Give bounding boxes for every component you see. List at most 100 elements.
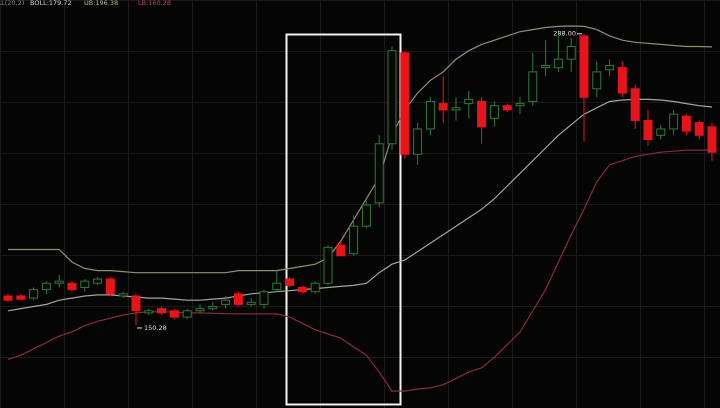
candle-body bbox=[41, 282, 51, 291]
candle-body bbox=[374, 143, 384, 204]
candle-body bbox=[643, 119, 653, 141]
candle bbox=[515, 97, 525, 115]
candle bbox=[489, 101, 499, 127]
candle bbox=[400, 50, 410, 159]
candle bbox=[438, 76, 448, 123]
candle bbox=[105, 276, 115, 296]
candle bbox=[707, 122, 717, 161]
candle bbox=[3, 293, 13, 303]
candle-body bbox=[694, 122, 704, 136]
candle bbox=[361, 200, 371, 229]
candle bbox=[310, 281, 320, 294]
candle bbox=[630, 84, 640, 129]
candle-body bbox=[592, 71, 602, 90]
candle-body bbox=[553, 58, 563, 69]
highlight-box bbox=[285, 33, 402, 406]
candle bbox=[272, 270, 282, 292]
candle-body bbox=[16, 295, 26, 300]
legend-entry: UB:196.38 bbox=[84, 0, 118, 7]
candle-body bbox=[54, 280, 64, 284]
candle-body bbox=[528, 71, 538, 102]
candle-body bbox=[464, 98, 474, 105]
candle-body bbox=[285, 278, 295, 286]
candle bbox=[221, 295, 231, 309]
candle-body bbox=[195, 308, 205, 312]
candle bbox=[592, 61, 602, 98]
candle bbox=[208, 302, 218, 311]
candle bbox=[617, 61, 627, 98]
candle bbox=[195, 304, 205, 313]
candle-body bbox=[349, 225, 359, 255]
candle bbox=[528, 52, 538, 106]
candle-body bbox=[566, 46, 576, 60]
candle-body bbox=[605, 65, 615, 71]
candle bbox=[29, 287, 39, 301]
candle bbox=[93, 276, 103, 286]
candle bbox=[80, 279, 90, 292]
candle-body bbox=[451, 107, 461, 111]
candle bbox=[16, 293, 26, 301]
candle-body bbox=[502, 105, 512, 111]
candle-body bbox=[438, 103, 448, 111]
legend-entry: BOLL(20,2) bbox=[0, 0, 24, 7]
candle-body bbox=[656, 128, 666, 136]
candle bbox=[694, 120, 704, 140]
candle-body bbox=[541, 65, 551, 69]
candle-body bbox=[169, 310, 179, 318]
candle bbox=[553, 35, 563, 72]
candle-body bbox=[3, 295, 13, 301]
candle bbox=[246, 298, 256, 307]
candle-body bbox=[387, 50, 397, 145]
candle bbox=[425, 97, 435, 136]
candle-body bbox=[144, 310, 154, 314]
candle bbox=[67, 281, 77, 292]
candle bbox=[477, 97, 487, 144]
candle bbox=[157, 306, 167, 315]
candle-body bbox=[93, 278, 103, 284]
candle-body bbox=[489, 105, 499, 119]
candle bbox=[336, 240, 346, 257]
candle bbox=[387, 46, 397, 151]
candle-body bbox=[233, 293, 243, 305]
candle bbox=[41, 281, 51, 294]
candle bbox=[579, 33, 589, 142]
candle-body bbox=[182, 310, 192, 318]
candle-body bbox=[259, 291, 269, 305]
candle-body bbox=[579, 35, 589, 98]
candle bbox=[464, 90, 474, 119]
candle-body bbox=[297, 287, 307, 293]
candle-body bbox=[131, 295, 141, 312]
candle bbox=[285, 276, 295, 288]
candle-body bbox=[707, 126, 717, 153]
candle bbox=[131, 293, 141, 325]
min-label: 150.28 bbox=[144, 324, 167, 332]
candle-body bbox=[630, 88, 640, 121]
candle-body bbox=[669, 113, 679, 130]
candle-body bbox=[681, 115, 691, 132]
candle-body bbox=[67, 282, 77, 291]
candle bbox=[323, 245, 333, 286]
candle bbox=[144, 308, 154, 315]
candle bbox=[182, 308, 192, 320]
candle bbox=[413, 122, 423, 165]
candle bbox=[259, 289, 269, 309]
candle-body bbox=[80, 280, 90, 289]
band-line-upper bbox=[8, 25, 713, 274]
candle-body bbox=[246, 301, 256, 305]
candle bbox=[297, 285, 307, 294]
candle-body bbox=[617, 67, 627, 94]
candle-body bbox=[515, 103, 525, 107]
candle bbox=[541, 40, 551, 77]
candle bbox=[169, 308, 179, 320]
candle-body bbox=[425, 100, 435, 130]
candle-body bbox=[221, 299, 231, 305]
legend-entry: LB:160.28 bbox=[138, 0, 171, 7]
candle bbox=[349, 215, 359, 256]
candle bbox=[656, 124, 666, 140]
candle bbox=[451, 97, 461, 121]
candle-body bbox=[105, 278, 115, 295]
candle bbox=[681, 114, 691, 136]
bollinger-bands bbox=[7, 25, 713, 392]
